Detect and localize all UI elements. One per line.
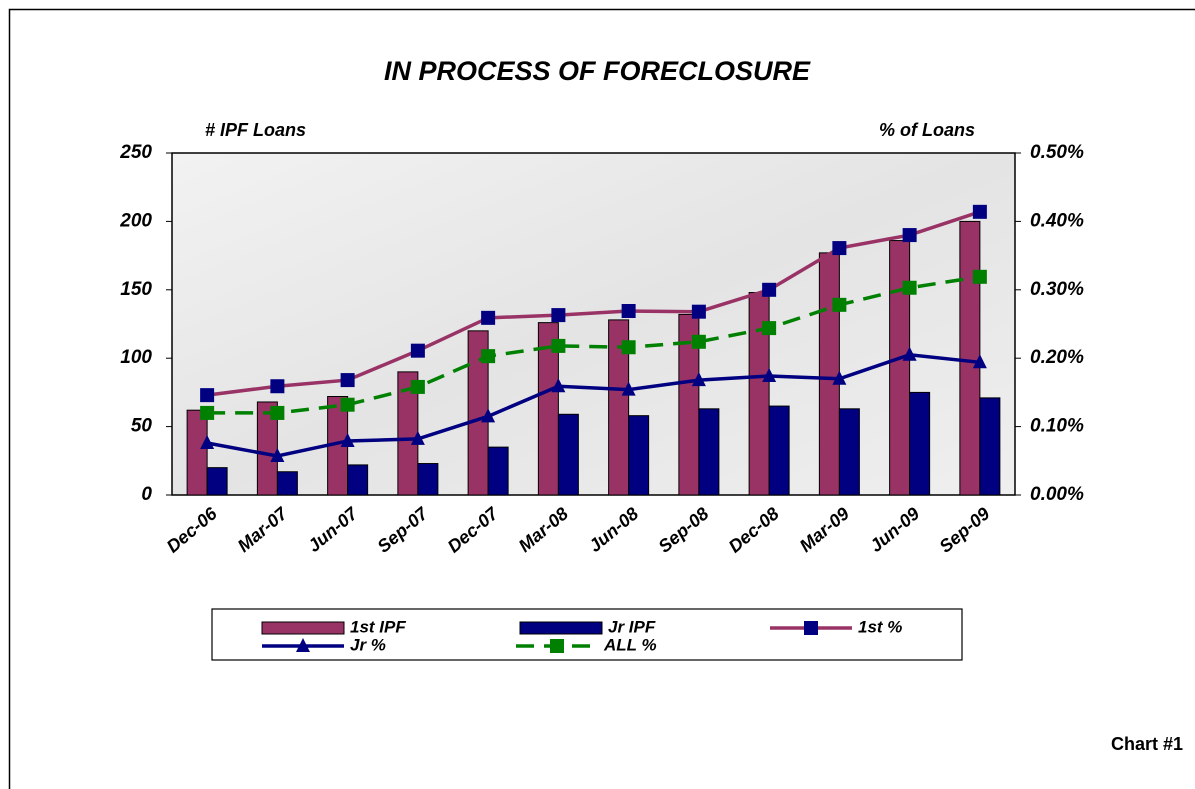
marker bbox=[832, 370, 847, 385]
bar bbox=[678, 313, 700, 496]
legend-swatch bbox=[261, 621, 345, 635]
bar bbox=[628, 415, 650, 496]
bar bbox=[276, 471, 298, 496]
x-tick-label: Dec-06 bbox=[163, 503, 222, 557]
plot-area bbox=[171, 152, 1016, 496]
x-tick-label: Mar-08 bbox=[515, 503, 572, 556]
line bbox=[207, 275, 981, 415]
y2-tick-label: 0.50% bbox=[1030, 142, 1084, 163]
y-tick-label: 100 bbox=[120, 347, 152, 368]
legend-marker bbox=[296, 638, 310, 652]
marker bbox=[481, 310, 496, 325]
marker bbox=[410, 379, 425, 394]
legend-marker bbox=[804, 621, 818, 635]
bar bbox=[838, 408, 860, 496]
bar bbox=[417, 463, 439, 496]
bar bbox=[818, 252, 840, 496]
y2-tick-label: 0.00% bbox=[1030, 484, 1084, 505]
y2-tick-label: 0.40% bbox=[1030, 210, 1084, 231]
bar bbox=[698, 408, 720, 496]
marker bbox=[340, 397, 355, 412]
marker bbox=[762, 321, 777, 336]
bar bbox=[557, 413, 579, 496]
bar bbox=[608, 319, 630, 496]
legend-label: Jr IPF bbox=[608, 617, 656, 636]
y2-tick-label: 0.10% bbox=[1030, 416, 1084, 437]
bar bbox=[347, 464, 369, 496]
marker bbox=[902, 346, 917, 361]
marker bbox=[200, 388, 215, 403]
y2-tick-label: 0.30% bbox=[1030, 279, 1084, 300]
marker bbox=[270, 448, 285, 463]
legend-marker bbox=[550, 639, 564, 653]
chart-title: IN PROCESS OF FORECLOSURE bbox=[384, 56, 811, 86]
x-tick-label: Sep-09 bbox=[935, 503, 993, 556]
marker bbox=[551, 338, 566, 353]
bar bbox=[768, 405, 790, 496]
marker bbox=[340, 432, 355, 447]
chart-label: Chart #1 bbox=[1111, 734, 1183, 754]
legend-swatch bbox=[519, 621, 603, 635]
marker bbox=[972, 354, 987, 369]
y-tick-label: 50 bbox=[131, 416, 153, 437]
bar bbox=[537, 322, 559, 496]
marker bbox=[551, 378, 566, 393]
legend-label: Jr % bbox=[350, 635, 386, 654]
line bbox=[206, 352, 981, 458]
y-axis-label: # IPF Loans bbox=[205, 120, 306, 140]
legend-label: 1st IPF bbox=[350, 617, 406, 636]
marker bbox=[762, 282, 777, 297]
bar bbox=[909, 391, 931, 496]
marker bbox=[410, 343, 425, 358]
x-tick-label: Dec-07 bbox=[444, 503, 503, 557]
bar bbox=[979, 397, 1001, 496]
bar bbox=[487, 446, 509, 496]
marker bbox=[410, 430, 425, 445]
bar bbox=[959, 220, 981, 496]
marker bbox=[762, 367, 777, 382]
x-tick-label: Mar-09 bbox=[796, 503, 853, 556]
y-tick-label: 0 bbox=[141, 484, 152, 505]
marker bbox=[902, 280, 917, 295]
line bbox=[206, 210, 981, 397]
x-tick-label: Sep-08 bbox=[654, 503, 712, 556]
marker bbox=[270, 405, 285, 420]
frame bbox=[8, 8, 1195, 789]
x-tick-label: Jun-09 bbox=[866, 503, 923, 556]
marker bbox=[621, 304, 636, 319]
marker bbox=[972, 204, 987, 219]
marker bbox=[621, 381, 636, 396]
marker bbox=[902, 228, 917, 243]
y-tick-label: 200 bbox=[119, 210, 152, 231]
marker bbox=[972, 269, 987, 284]
y2-axis-label: % of Loans bbox=[879, 120, 975, 140]
marker bbox=[621, 340, 636, 355]
marker bbox=[340, 373, 355, 388]
marker bbox=[832, 297, 847, 312]
marker bbox=[691, 304, 706, 319]
x-tick-label: Jun-07 bbox=[304, 503, 362, 556]
legend-label: ALL % bbox=[603, 635, 657, 654]
marker bbox=[200, 435, 215, 450]
x-tick-label: Sep-07 bbox=[373, 503, 432, 557]
marker bbox=[832, 241, 847, 256]
marker bbox=[691, 372, 706, 387]
marker bbox=[691, 334, 706, 349]
y2-tick-label: 0.20% bbox=[1030, 347, 1084, 368]
x-tick-label: Mar-07 bbox=[234, 503, 292, 556]
y-tick-label: 150 bbox=[120, 279, 152, 300]
marker bbox=[481, 408, 496, 423]
x-tick-label: Jun-08 bbox=[585, 503, 642, 556]
legend-label: 1st % bbox=[858, 617, 902, 636]
bar bbox=[206, 467, 228, 496]
marker bbox=[270, 379, 285, 394]
marker bbox=[551, 308, 566, 323]
bar bbox=[889, 240, 911, 496]
marker bbox=[481, 349, 496, 364]
bar bbox=[186, 409, 208, 496]
y-tick-label: 250 bbox=[119, 142, 152, 163]
marker bbox=[200, 405, 215, 420]
x-tick-label: Dec-08 bbox=[725, 503, 783, 556]
